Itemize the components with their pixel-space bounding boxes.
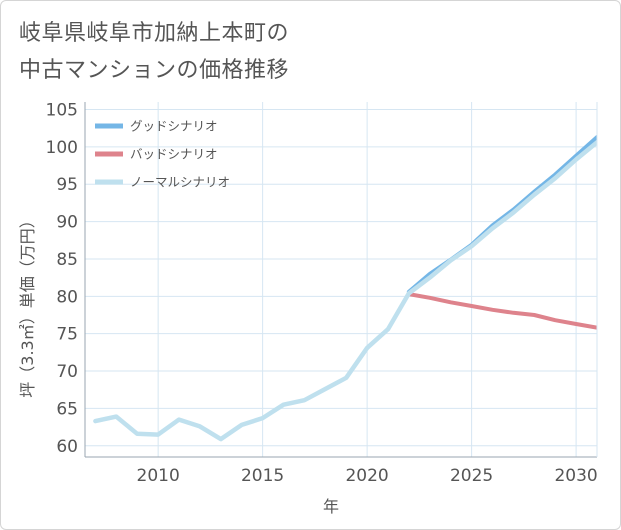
legend-bad-label: バッドシナリオ <box>130 147 218 162</box>
x-tick-label: 2030 <box>554 466 597 486</box>
y-tick-label: 90 <box>56 213 78 233</box>
series-lines <box>93 135 597 442</box>
chart-title-line-2: 中古マンションの価格推移 <box>19 58 290 83</box>
x-axis-title: 年 <box>323 497 339 516</box>
legend-normal-label: ノーマルシナリオ <box>130 175 230 190</box>
legend-bad: バッドシナリオ <box>95 147 218 162</box>
legend-good-label: グッドシナリオ <box>130 119 218 134</box>
y-tick-label: 95 <box>56 175 78 195</box>
legend-good: グッドシナリオ <box>95 119 218 134</box>
y-tick-label: 75 <box>56 325 78 345</box>
plot-area <box>85 102 597 457</box>
y-tick-label: 65 <box>56 399 78 419</box>
x-tick-label: 2020 <box>345 466 388 486</box>
normal-scenario-line <box>93 140 597 442</box>
y-tick-label: 60 <box>56 437 78 457</box>
x-tick-label: 2015 <box>241 466 284 486</box>
legend-normal: ノーマルシナリオ <box>95 175 230 190</box>
y-tick-label: 70 <box>56 362 78 382</box>
bad-scenario-line <box>406 292 597 330</box>
x-tick-label: 2010 <box>137 466 180 486</box>
y-tick-label: 100 <box>46 138 78 158</box>
y-tick-label: 80 <box>56 287 78 307</box>
y-axis-title: 坪（3.3㎡）単価（万円） <box>18 212 37 397</box>
y-tick-label: 105 <box>46 100 78 120</box>
axes: 60 65 70 75 80 85 90 95 100 105 2010 2015 2020 2025 20… <box>46 100 598 486</box>
chart-title-line-1: 岐阜県岐阜市加納上本町の <box>19 21 290 46</box>
grid <box>85 102 597 457</box>
x-tick-label: 2025 <box>450 466 493 486</box>
y-tick-label: 85 <box>56 250 78 270</box>
